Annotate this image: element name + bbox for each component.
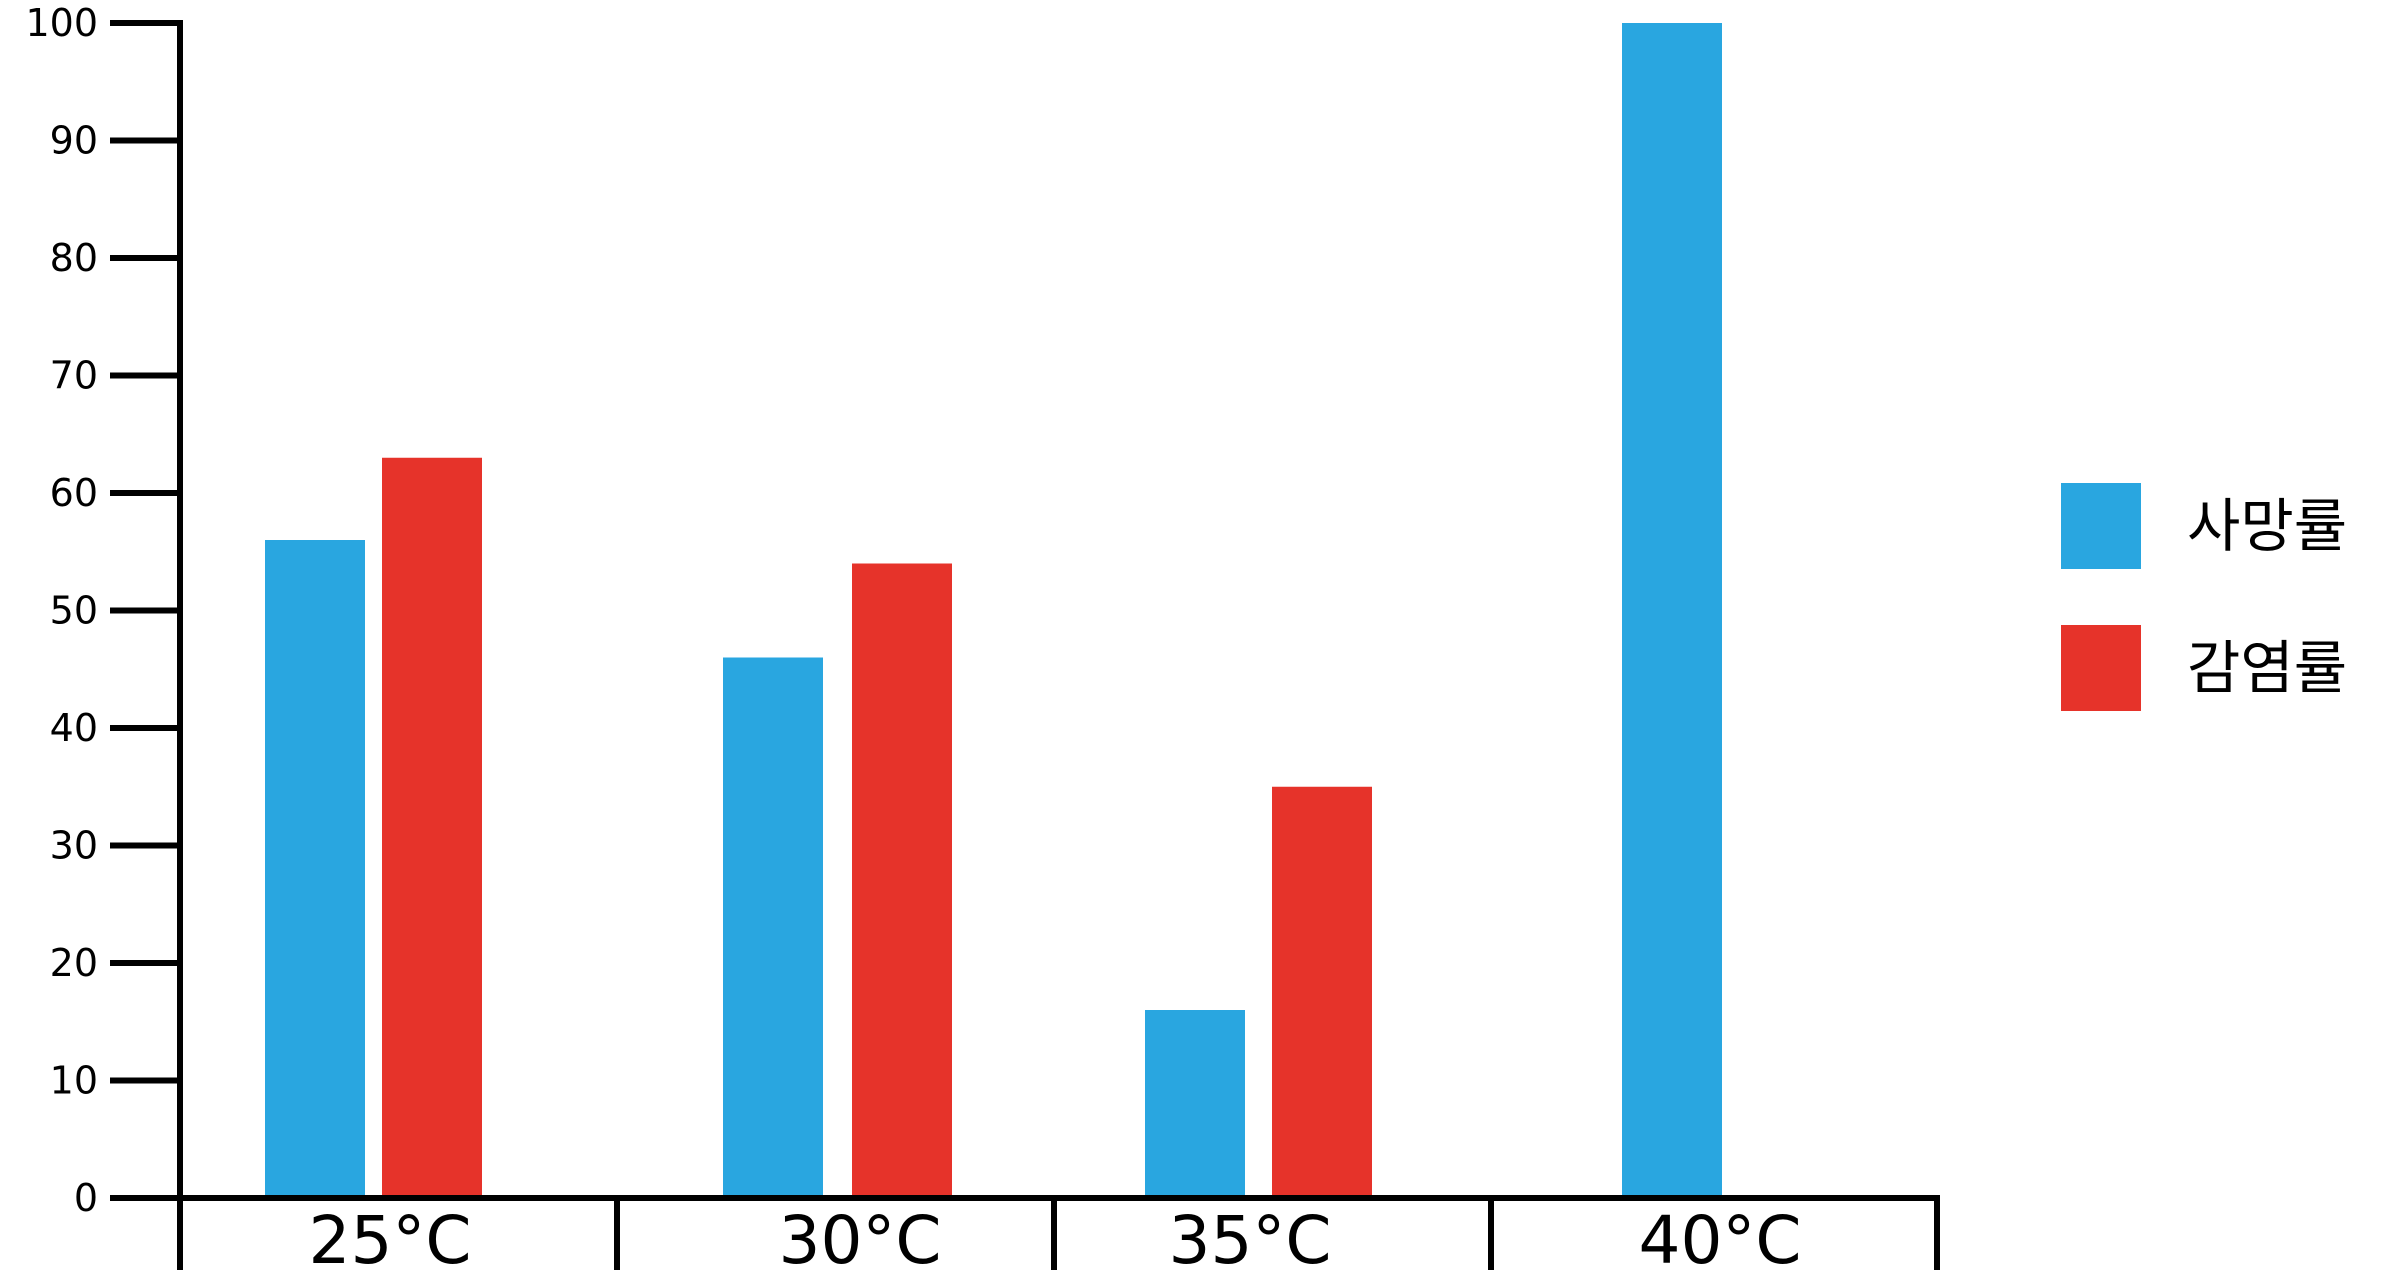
- y-tick-label: 100: [25, 1, 98, 45]
- legend-swatch: [2061, 483, 2141, 569]
- y-tick-label: 10: [50, 1059, 98, 1103]
- x-tick-label: 30°C: [778, 1202, 941, 1273]
- axes-layer: 0 10 20 30 40 50 60 70 80 90 100 25°C 30°C 35°C 40°C: [25, 1, 1940, 1273]
- y-tick-label: 40: [50, 706, 98, 750]
- x-tick-label: 40°C: [1638, 1202, 1801, 1273]
- y-tick-label: 60: [50, 471, 98, 515]
- bar-series2-0: [382, 457, 482, 1198]
- legend-swatch: [2061, 625, 2141, 711]
- y-tick-label: 90: [50, 119, 98, 163]
- y-tick-label: 30: [50, 824, 98, 868]
- x-tick-label: 35°C: [1168, 1202, 1331, 1273]
- legend-label: 사망률: [2187, 492, 2347, 560]
- bar-series1-1: [723, 657, 823, 1198]
- y-tick-label: 80: [50, 236, 98, 280]
- bar-series2-2: [1272, 786, 1372, 1198]
- y-tick-label: 70: [50, 354, 98, 398]
- bar-series1-2: [1145, 1010, 1245, 1198]
- bar-series1-0: [265, 540, 365, 1198]
- bar-series2-1: [852, 563, 952, 1198]
- x-tick-label: 25°C: [308, 1202, 471, 1273]
- bar-series1-3: [1622, 23, 1722, 1198]
- y-tick-label: 20: [50, 941, 98, 985]
- bars-layer: [265, 23, 1722, 1198]
- legend-label: 감염률: [2187, 634, 2347, 702]
- y-tick-label: 50: [50, 589, 98, 633]
- y-tick-label: 0: [74, 1176, 98, 1220]
